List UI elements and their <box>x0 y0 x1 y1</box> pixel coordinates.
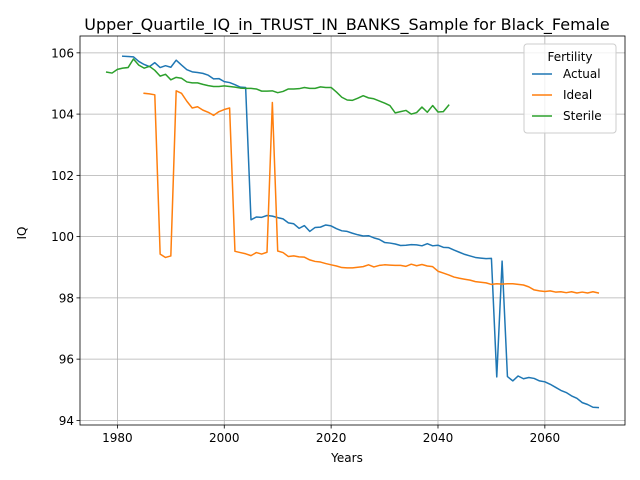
y-tick-label: 100 <box>51 230 74 244</box>
chart-title: Upper_Quartile_IQ_in_TRUST_IN_BANKS_Samp… <box>84 15 610 35</box>
x-tick-label: 2020 <box>316 431 347 445</box>
legend: Fertility Actual Ideal Sterile <box>523 43 617 134</box>
y-axis-label: IQ <box>15 227 29 240</box>
x-axis-label: Years <box>330 451 363 465</box>
x-tick-label: 2000 <box>209 431 240 445</box>
y-tick-label: 94 <box>59 414 74 428</box>
legend-box <box>523 43 617 134</box>
legend-label-sterile: Sterile <box>563 109 602 123</box>
y-tick-label: 104 <box>51 108 74 122</box>
series-layer <box>105 55 600 409</box>
y-tick-label: 102 <box>51 169 74 183</box>
series-line-sterile <box>105 58 450 115</box>
x-tick-label: 2060 <box>530 431 561 445</box>
ticks: 1980 2000 2020 2040 2060 94 96 98 100 102 104 106 <box>51 46 560 445</box>
x-tick-label: 2040 <box>423 431 454 445</box>
series-line-ideal <box>143 90 600 294</box>
legend-label-actual: Actual <box>563 67 601 81</box>
legend-title: Fertility <box>547 50 592 64</box>
y-tick-label: 98 <box>59 291 74 305</box>
legend-label-ideal: Ideal <box>563 88 592 102</box>
y-tick-label: 96 <box>59 353 74 367</box>
x-tick-label: 1980 <box>102 431 133 445</box>
legend-items: Actual Ideal Sterile <box>532 67 602 123</box>
plot-frame <box>79 35 626 426</box>
series-line-actual <box>121 55 600 409</box>
y-tick-label: 106 <box>51 46 74 60</box>
